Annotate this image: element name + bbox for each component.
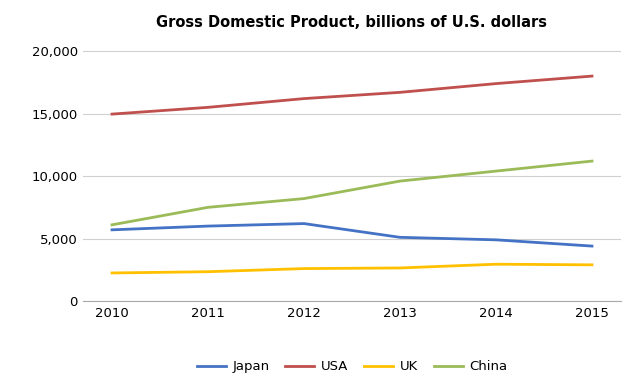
USA xyxy=(204,105,212,110)
UK xyxy=(300,266,308,271)
Line: China: China xyxy=(112,161,592,225)
UK xyxy=(108,271,116,275)
UK xyxy=(492,262,500,266)
UK xyxy=(396,266,404,270)
China xyxy=(492,169,500,173)
China xyxy=(396,179,404,183)
Japan xyxy=(300,221,308,226)
Line: USA: USA xyxy=(112,76,592,114)
USA xyxy=(588,74,596,78)
UK xyxy=(588,262,596,267)
Line: Japan: Japan xyxy=(112,223,592,246)
Japan xyxy=(204,224,212,229)
Japan xyxy=(588,244,596,249)
Legend: Japan, USA, UK, China: Japan, USA, UK, China xyxy=(191,355,513,379)
UK xyxy=(204,269,212,274)
Title: Gross Domestic Product, billions of U.S. dollars: Gross Domestic Product, billions of U.S.… xyxy=(157,15,547,30)
Japan xyxy=(492,237,500,242)
USA xyxy=(108,112,116,117)
China xyxy=(588,159,596,163)
China xyxy=(204,205,212,210)
USA xyxy=(492,81,500,86)
Japan xyxy=(396,235,404,240)
USA xyxy=(396,90,404,95)
Japan xyxy=(108,227,116,232)
Line: UK: UK xyxy=(112,264,592,273)
China xyxy=(300,196,308,201)
China xyxy=(108,222,116,227)
USA xyxy=(300,96,308,101)
